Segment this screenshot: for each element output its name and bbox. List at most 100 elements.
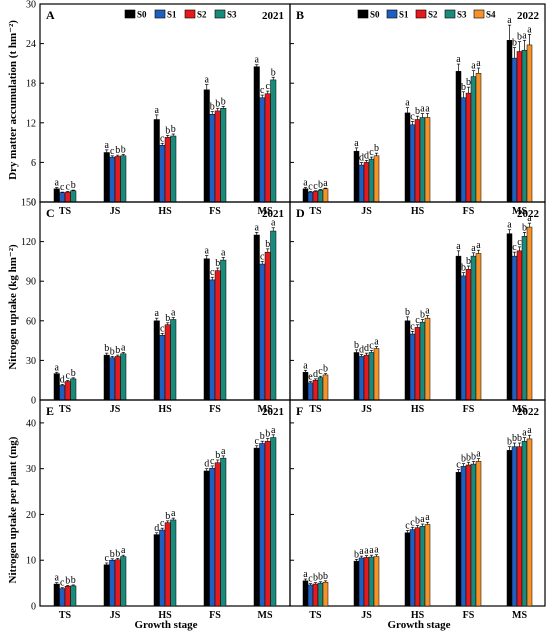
legend-label-s0: S0: [370, 10, 380, 20]
panel-b-sig-letter: c: [308, 181, 313, 192]
panel-e-bar-s0: [53, 583, 60, 607]
panel-b-category-label: MS: [512, 206, 527, 217]
panel-c-sig-letter: b: [110, 346, 115, 357]
panel-e-sig-letter: c: [105, 553, 110, 564]
panel-b-sig-letter: a: [425, 104, 430, 115]
panel-b-sig-letter: a: [456, 54, 461, 65]
panel-c-bar-s1: [59, 385, 66, 401]
panel-a-sig-letter: c: [266, 81, 271, 92]
panel-f-bar-s1: [511, 446, 518, 607]
panel-b-bar-s4: [373, 155, 380, 203]
panel-d-bar-s1: [409, 333, 416, 401]
y-axis-title-row-b: Nitrogen uptake (kg hm⁻²): [7, 244, 19, 370]
panel-a-bar-s1: [159, 144, 166, 203]
panel-f-bar-s0: [404, 532, 411, 607]
panel-c-sig-letter: b: [265, 239, 270, 250]
panel-b-bar-s0: [506, 40, 513, 203]
panel-b-sig-letter: a: [527, 24, 532, 35]
panel-d-sig-letter: d: [364, 343, 369, 354]
panel-b-sig-letter: a: [303, 177, 308, 188]
panel-c-sig-letter: a: [271, 218, 276, 229]
panel-d-sig-letter: d: [359, 344, 364, 355]
panel-c-bar-s0: [153, 320, 160, 401]
panel-a-bar-s0: [53, 188, 60, 203]
legend-label-s1: S1: [167, 10, 177, 20]
panel-d-category-label: MS: [512, 404, 527, 415]
panel-c-bar-s1: [109, 357, 116, 401]
panel-c-letter: C: [46, 206, 55, 220]
panel-d-bar-s0: [302, 372, 309, 401]
panel-b-bar-s3: [521, 49, 528, 203]
panel-c-ytick-label: 90: [26, 277, 36, 288]
panel-e-bar-s1: [159, 529, 166, 607]
legend-label-s2: S2: [197, 10, 207, 20]
legend-swatch-s1: [386, 9, 398, 19]
panel-d-sig-letter: a: [303, 360, 308, 371]
panel-e-bar-s0: [103, 564, 110, 607]
panel-b-bar-s4: [322, 188, 329, 203]
panel-f-sig-letter: b: [512, 433, 517, 444]
panel-d-bar-s0: [506, 233, 513, 401]
panel-b-bar-s4: [526, 44, 533, 203]
panel-b-sig-letter: d: [364, 150, 369, 161]
panel-f-letter: F: [296, 404, 303, 418]
panel-d-sig-letter: c: [410, 321, 415, 332]
panel-f-bar-s4: [424, 524, 431, 607]
panel-c-bar-s1: [159, 335, 166, 401]
panel-c-sig-letter: a: [55, 362, 60, 373]
panel-c-sig-letter: b: [104, 343, 109, 354]
panel-c-bar-s2: [214, 270, 221, 401]
panel-b-sig-letter: c: [369, 147, 374, 158]
panel-b-letter: B: [296, 8, 304, 22]
panel-f-sig-letter: a: [364, 546, 369, 557]
panel-d-bar-s0: [404, 320, 411, 401]
panel-f-category-label: FS: [463, 610, 475, 621]
panel-d-sig-letter: a: [374, 337, 379, 348]
panel-b-sig-letter: b: [466, 77, 471, 88]
panel-b-bar-s2: [363, 162, 370, 203]
panel-d-bar-s4: [526, 226, 533, 401]
panel-d-bar-s4: [475, 253, 482, 401]
panel-c-sig-letter: b: [165, 313, 170, 324]
panel-a-sig-letter: b: [71, 180, 76, 191]
panel-e-bar-s0: [153, 534, 160, 607]
panel-c-bar-s3: [220, 259, 227, 401]
panel-f-sig-letter: a: [522, 428, 527, 439]
panel-e-bar-s2: [64, 586, 71, 607]
panel-a-ytick-label: 12: [26, 118, 36, 129]
panel-f-bar-s2: [516, 446, 523, 607]
panel-d-bar-s0: [353, 352, 360, 401]
panel-c-sig-letter: a: [221, 247, 226, 258]
panel-f-sig-letter: b: [354, 549, 359, 560]
panel-b-sig-letter: a: [354, 138, 359, 149]
panel-d-sig-letter: e: [308, 372, 313, 383]
panel-b-bar-s0: [302, 188, 309, 203]
panel-b-bar-s1: [511, 57, 518, 203]
panel-f-category-label: MS: [512, 610, 527, 621]
panel-b-bar-s3: [470, 76, 477, 203]
panel-a-bar-s0: [153, 119, 160, 203]
panel-e-sig-letter: c: [160, 518, 165, 529]
panel-f-year: 2022: [517, 406, 540, 418]
panel-e-bar-s2: [214, 462, 221, 607]
panel-a-sig-letter: c: [160, 133, 165, 144]
panel-b-sig-letter: c: [410, 111, 415, 122]
panel-c-ytick-label: 0: [31, 396, 36, 407]
panel-c-sig-letter: c: [260, 251, 265, 262]
panel-d-sig-letter: a: [507, 220, 512, 231]
panel-f-sig-letter: a: [359, 546, 364, 557]
panel-e-ytick-label: 30: [26, 464, 36, 475]
panel-d-sig-letter: b: [461, 263, 466, 274]
panel-e-sig-letter: b: [65, 575, 70, 586]
panel-f-bar-s4: [373, 556, 380, 607]
panel-e-category-label: JS: [110, 610, 121, 621]
panel-b-bar-s2: [312, 191, 319, 203]
panel-e-bar-s1: [109, 559, 116, 607]
panel-b-sig-letter: c: [313, 181, 318, 192]
panel-e-sig-letter: b: [110, 549, 115, 560]
panel-c-sig-letter: b: [115, 345, 120, 356]
panel-c-year: 2021: [262, 208, 284, 220]
panel-e-bar-s3: [120, 556, 127, 607]
legend-swatch-s2: [184, 9, 196, 19]
x-axis-title-right: Growth stage: [387, 619, 450, 631]
